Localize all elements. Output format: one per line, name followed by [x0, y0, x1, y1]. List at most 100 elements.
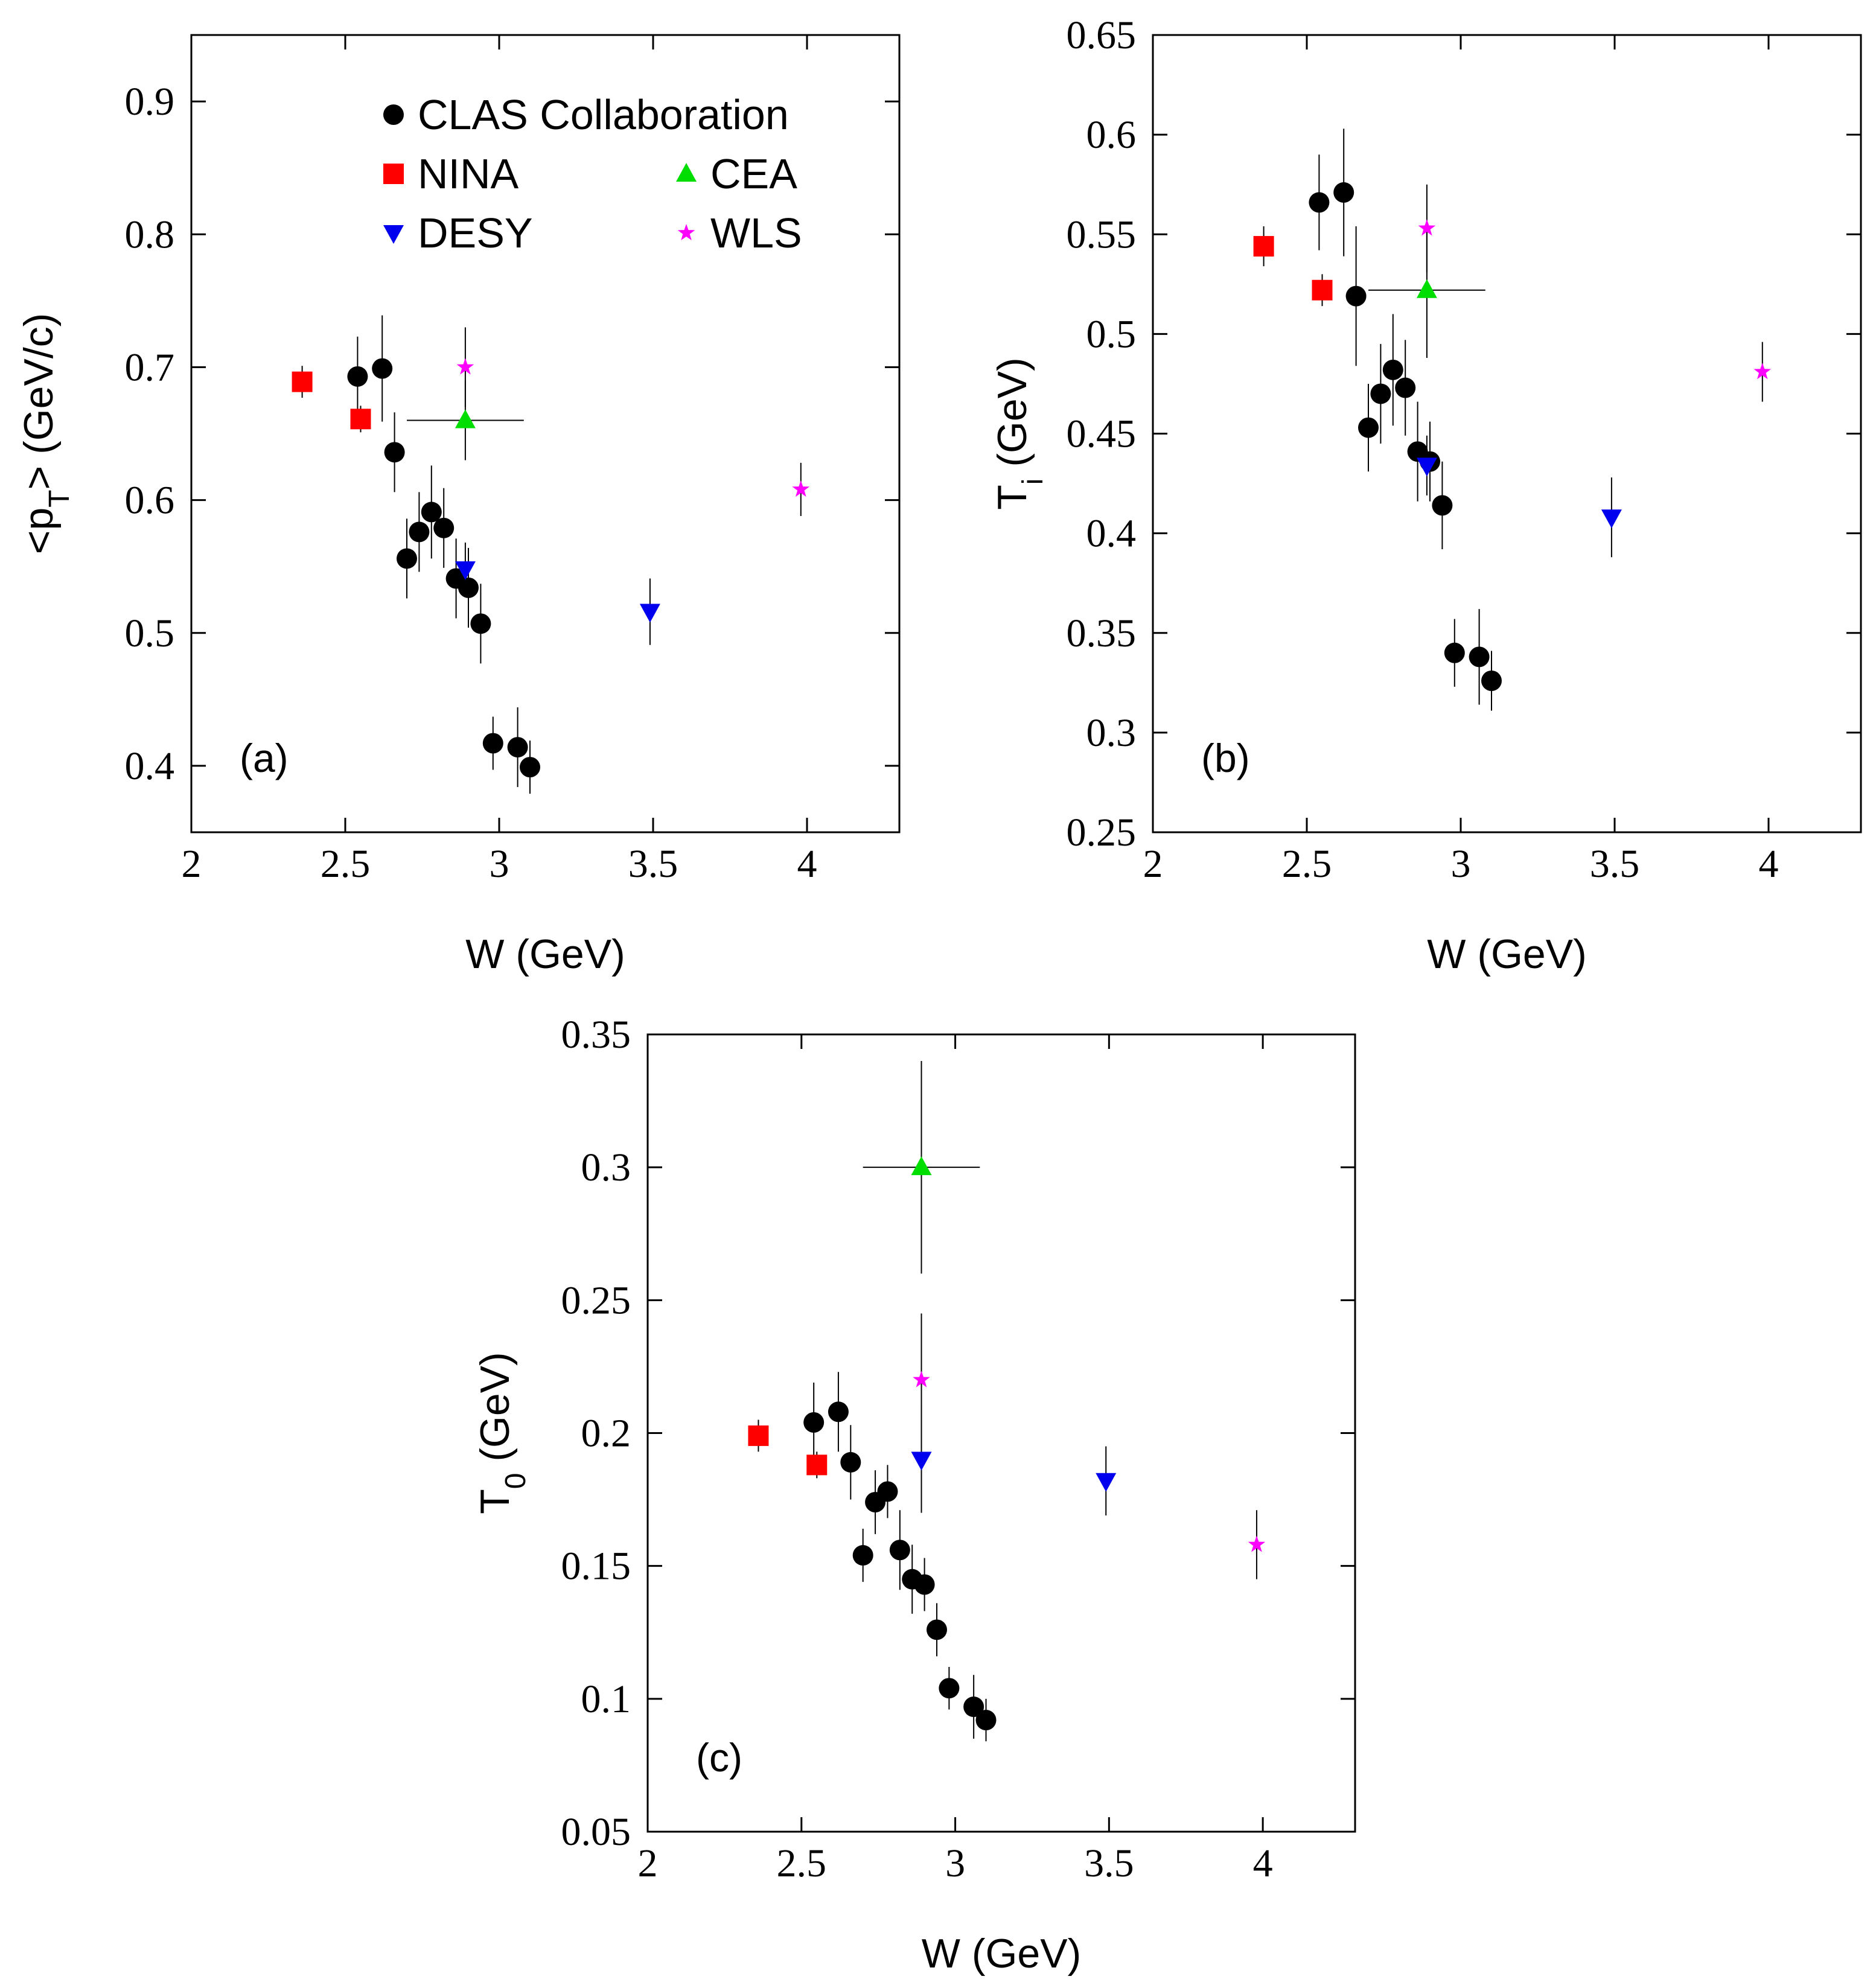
legend-marker-clas-collaboration	[383, 104, 404, 125]
data-point-clas-collaboration	[1469, 646, 1490, 667]
data-point-wls	[456, 358, 474, 375]
data-point-clas-collaboration	[914, 1574, 935, 1595]
panel-label: (b)	[1201, 736, 1250, 780]
y-axis-label-subscript: T	[43, 490, 75, 508]
data-point-cea	[911, 1156, 932, 1176]
y-axis-label: T0 (GeV)	[472, 1352, 532, 1514]
legend-marker-nina	[383, 164, 404, 184]
series-nina	[748, 1419, 828, 1479]
series-wls	[456, 327, 810, 517]
y-tick-label: 0.6	[125, 479, 175, 523]
data-point-clas-collaboration	[963, 1696, 984, 1718]
y-tick-label: 0.9	[125, 80, 175, 124]
data-point-nina	[806, 1454, 828, 1476]
data-point-clas-collaboration	[372, 358, 393, 379]
data-point-clas-collaboration	[482, 733, 503, 754]
y-tick-label: 0.55	[1067, 212, 1137, 256]
data-point-clas-collaboration	[1309, 192, 1330, 213]
legend-label-desy: DESY	[418, 209, 533, 256]
x-tick-label: 4	[797, 842, 817, 886]
data-point-cea	[1416, 279, 1437, 298]
data-point-clas-collaboration	[397, 548, 417, 569]
data-point-desy	[1096, 1473, 1117, 1492]
y-tick-label: 0.05	[561, 1810, 631, 1854]
y-axis-label-part: (GeV)	[472, 1352, 518, 1473]
data-point-wls	[1418, 219, 1436, 236]
data-point-clas-collaboration	[840, 1451, 861, 1473]
data-point-clas-collaboration	[803, 1412, 825, 1433]
data-point-nina	[350, 409, 371, 430]
y-tick-label: 0.5	[125, 611, 175, 655]
data-point-clas-collaboration	[1481, 671, 1502, 692]
x-axis-label: W (GeV)	[1427, 931, 1586, 977]
y-tick-label: 0.25	[561, 1278, 631, 1322]
x-tick-label: 4	[1253, 1841, 1273, 1885]
y-tick-label: 0.3	[581, 1145, 631, 1190]
y-tick-label: 0.45	[1067, 412, 1137, 456]
legend-label-clas-collaboration: CLAS Collaboration	[418, 91, 789, 138]
data-point-clas-collaboration	[433, 517, 455, 538]
data-point-clas-collaboration	[926, 1619, 947, 1640]
y-tick-label: 0.1	[581, 1677, 631, 1721]
x-tick-label: 2	[182, 842, 202, 886]
data-point-desy	[1601, 509, 1622, 529]
series-nina	[1253, 226, 1333, 307]
legend-marker-wls	[677, 224, 695, 241]
y-axis-label: <pT> (GeV/c)	[16, 313, 75, 555]
series-desy	[455, 543, 660, 645]
y-tick-label: 0.8	[125, 212, 175, 256]
legend-label-nina: NINA	[418, 150, 519, 197]
legend-marker-cea	[676, 163, 697, 182]
data-point-wls	[1753, 363, 1772, 380]
y-tick-label: 0.2	[581, 1412, 631, 1456]
data-point-clas-collaboration	[828, 1401, 849, 1423]
legend-marker-desy	[383, 225, 404, 244]
data-point-clas-collaboration	[1333, 182, 1354, 203]
data-point-clas-collaboration	[1370, 383, 1391, 404]
y-axis-label-part: T	[989, 485, 1035, 510]
chart-panel-0: 2 2.5 3 3.5 4 0.4 0.5 0.6 0.7 0.8 0.9 W (GeV) <pT> (…	[16, 34, 901, 977]
chart-panel-1: 2 2.5 3 3.5 4 0.25 0.3 0.35 0.4 0.45 0.5 0.55 0.6 0.6…	[989, 13, 1862, 977]
data-point-clas-collaboration	[889, 1540, 910, 1561]
y-axis-label-part: T	[472, 1489, 518, 1514]
data-point-desy	[911, 1451, 932, 1471]
y-tick-label: 0.3	[1086, 711, 1137, 755]
legend: CLAS Collaboration NINA CEA DESY WLS	[383, 91, 802, 256]
panel-label: (a)	[240, 736, 289, 780]
x-tick-label: 4	[1759, 842, 1779, 886]
x-tick-label: 3	[945, 1841, 965, 1885]
y-axis-label-part: <p	[16, 508, 62, 555]
x-tick-label: 2	[1143, 842, 1163, 886]
chart-panel-2: 2 2.5 3 3.5 4 0.05 0.1 0.15 0.2 0.25 0.3 0.35 W (GeV…	[472, 1013, 1356, 1977]
data-point-clas-collaboration	[1345, 285, 1367, 307]
legend-label-wls: WLS	[710, 209, 802, 256]
series-clas-collaboration	[803, 1372, 997, 1742]
x-tick-label: 3.5	[628, 842, 678, 886]
x-tick-label: 2	[638, 1841, 658, 1885]
data-point-clas-collaboration	[877, 1481, 898, 1502]
data-point-clas-collaboration	[1358, 417, 1379, 438]
y-tick-label: 0.5	[1086, 312, 1137, 356]
data-point-cea	[455, 409, 476, 429]
data-point-clas-collaboration	[520, 757, 540, 778]
data-point-clas-collaboration	[458, 577, 479, 598]
data-point-wls	[1248, 1535, 1266, 1552]
series-wls	[913, 1313, 1266, 1579]
y-tick-label: 0.4	[1086, 512, 1137, 556]
data-point-clas-collaboration	[1444, 642, 1465, 663]
y-axis-label-subscript: i	[1017, 479, 1049, 485]
data-point-wls	[792, 480, 810, 497]
y-tick-label: 0.6	[1086, 113, 1137, 157]
data-point-clas-collaboration	[409, 521, 430, 543]
data-point-desy	[639, 604, 660, 623]
x-tick-label: 2.5	[321, 842, 371, 886]
y-tick-label: 0.7	[125, 345, 175, 389]
y-axis-label-part: (GeV)	[989, 357, 1035, 478]
data-point-clas-collaboration	[470, 613, 491, 634]
data-point-clas-collaboration	[1432, 495, 1453, 516]
x-axis-label: W (GeV)	[922, 1931, 1081, 1977]
y-tick-label: 0.4	[125, 744, 175, 788]
y-tick-label: 0.25	[1067, 811, 1137, 855]
